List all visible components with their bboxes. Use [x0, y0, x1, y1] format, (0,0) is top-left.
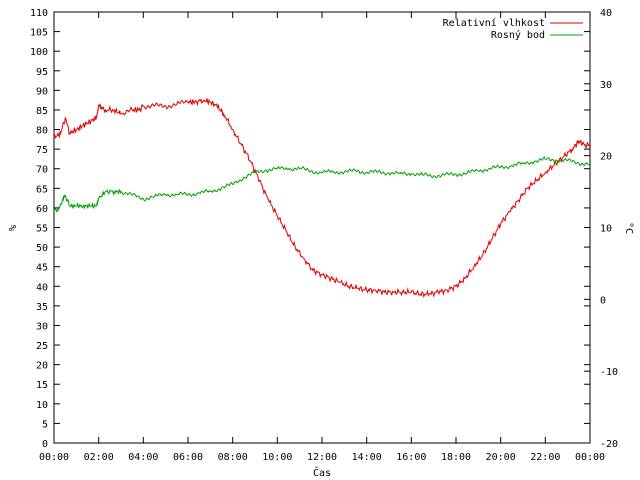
- x-tick-label: 04:00: [128, 452, 158, 463]
- x-tick-label: 08:00: [218, 452, 248, 463]
- left-tick-label: 110: [30, 8, 48, 19]
- left-tick-label: 0: [42, 439, 48, 450]
- x-tick-label: 00:00: [575, 452, 605, 463]
- left-tick-label: 80: [36, 126, 48, 137]
- right-tick-label: -20: [600, 439, 618, 450]
- y-axis-label-left: %: [8, 225, 19, 231]
- left-tick-label: 30: [36, 321, 48, 332]
- x-tick-label: 10:00: [262, 452, 292, 463]
- left-tick-label: 15: [36, 380, 48, 391]
- right-axis-ticks: -20 -10 0 10 20 30 40: [584, 8, 618, 450]
- x-tick-label: 00:00: [39, 452, 69, 463]
- x-tick-label: 20:00: [486, 452, 516, 463]
- x-axis-ticks: 00:00 02:00 04:00 06:00 08:00 10:00 12:00 14:00…: [39, 12, 605, 463]
- left-tick-label: 35: [36, 302, 48, 313]
- right-tick-label: 10: [600, 224, 612, 235]
- left-tick-label: 55: [36, 224, 48, 235]
- x-tick-label: 02:00: [84, 452, 114, 463]
- left-tick-label: 5: [42, 419, 48, 430]
- right-tick-label: 30: [600, 80, 612, 91]
- left-tick-label: 70: [36, 165, 48, 176]
- x-tick-label: 06:00: [173, 452, 203, 463]
- right-tick-label: 20: [600, 152, 612, 163]
- x-tick-label: 22:00: [530, 452, 560, 463]
- right-tick-label: -10: [600, 367, 618, 378]
- plot-frame: [53, 11, 591, 444]
- x-tick-label: 12:00: [307, 452, 337, 463]
- left-tick-label: 85: [36, 106, 48, 117]
- left-tick-label: 100: [30, 47, 48, 58]
- left-tick-label: 25: [36, 341, 48, 352]
- series-line-rosny-bod: [53, 156, 591, 213]
- left-tick-label: 45: [36, 263, 48, 274]
- right-tick-label: 0: [600, 295, 606, 306]
- y-axis-label-right: °C: [623, 222, 634, 234]
- x-tick-label: 14:00: [352, 452, 382, 463]
- left-tick-label: 105: [30, 28, 48, 39]
- series-line-relativni-vlhkost: [53, 98, 591, 298]
- left-axis-ticks: 0 5 10 15 20 25 30 35 40 45 50 55 60 65 70 75 80 85 90 95 10…: [30, 8, 590, 450]
- left-tick-label: 90: [36, 86, 48, 97]
- left-tick-label: 50: [36, 243, 48, 254]
- legend-label: Relativní vlhkost: [443, 17, 545, 29]
- left-tick-label: 75: [36, 145, 48, 156]
- series-layer: [53, 98, 591, 298]
- left-tick-label: 40: [36, 282, 48, 293]
- x-tick-label: 18:00: [441, 452, 471, 463]
- x-axis-label: Čas: [313, 466, 331, 479]
- legend-label: Rosný bod: [491, 29, 545, 41]
- left-tick-label: 10: [36, 400, 48, 411]
- x-tick-label: 16:00: [396, 452, 426, 463]
- left-tick-label: 65: [36, 184, 48, 195]
- left-tick-label: 60: [36, 204, 48, 215]
- left-tick-label: 95: [36, 67, 48, 78]
- right-tick-label: 40: [600, 8, 612, 19]
- left-tick-label: 20: [36, 361, 48, 372]
